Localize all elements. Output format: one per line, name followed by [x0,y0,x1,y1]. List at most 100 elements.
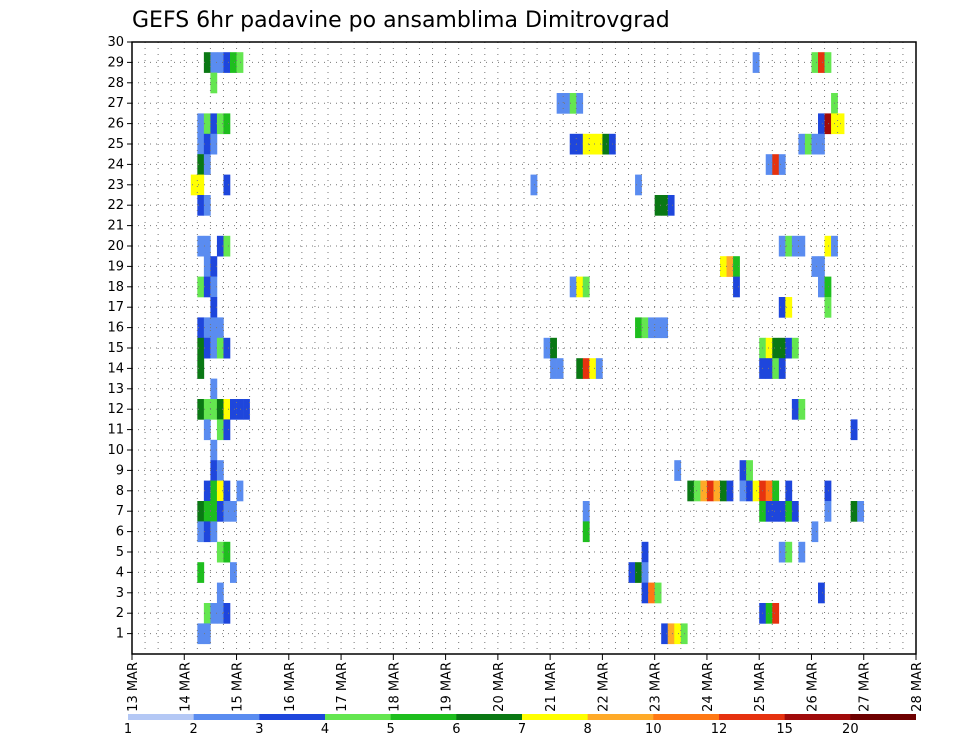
y-tick-label: 27 [107,96,124,111]
heatmap-cell [230,562,237,583]
y-tick-label: 3 [116,586,124,601]
heatmap-cell [216,460,224,481]
y-tick-label: 1 [116,627,124,642]
heatmap-cell [197,154,205,175]
heatmap-cell [223,235,231,257]
heatmap-cell [216,235,224,257]
heatmap-cell [798,133,806,155]
heatmap-cell [778,154,786,175]
heatmap-cell [582,358,590,379]
heatmap-cell [197,562,205,583]
y-tick-label: 6 [116,525,124,540]
heatmap-cell [223,419,231,441]
heatmap-cell [661,623,669,645]
heatmap-cell [203,623,211,645]
heatmap-cell [216,317,224,339]
heatmap-cell [791,399,799,420]
heatmap-cell [236,480,244,502]
heatmap-cell [733,276,740,298]
y-tick-label: 15 [107,341,124,356]
heatmap-cell [210,501,218,522]
heatmap-cell [778,297,786,318]
grid-lines [132,42,916,654]
heatmap-cell [556,358,564,379]
colorbar-label: 20 [842,722,859,737]
y-tick-label: 19 [107,259,124,274]
heatmap-cell [197,358,205,379]
heatmap-cell [772,337,780,359]
heatmap-cell [648,317,655,339]
heatmap-cell [772,603,780,624]
heatmap-cell [582,276,590,298]
heatmap-cell [667,623,675,645]
heatmap-cell [216,603,224,624]
heatmap-cell [778,501,786,522]
heatmap-cell [197,195,205,216]
heatmap-cell [236,399,244,420]
heatmap-cell [589,133,597,155]
heatmap-cell [818,133,825,155]
colorbar: 1 2 3 4 5 6 7 8 10 12 15 20 [124,714,916,737]
heatmap-cell [203,52,211,73]
y-axis: 1234567891011121314151617181920212223242… [107,35,132,642]
heatmap-cell [661,317,669,339]
heatmap-cell [210,399,218,420]
heatmap-cell [197,174,205,196]
heatmap-cell [857,501,865,522]
heatmap-cell [824,235,832,257]
heatmap-cell [824,297,832,318]
x-tick-label: 15 MAR [231,662,246,712]
heatmap-cell [772,358,780,379]
heatmap-cell [223,113,231,135]
heatmap-cell [210,378,218,400]
colorbar-label: 12 [711,722,728,737]
y-tick-label: 25 [107,137,124,152]
heatmap-cell [203,317,211,339]
heatmap-cell [230,52,237,73]
heatmap-cell [203,501,211,522]
heatmap-cell [197,113,205,135]
y-tick-label: 29 [107,55,124,70]
heatmap-cell [739,480,747,502]
heatmap-cell [563,93,571,114]
heatmap-cell [190,174,198,196]
heatmap-cell [223,337,231,359]
heatmap-cell [582,133,590,155]
heatmap-cell [223,174,231,196]
heatmap-cell [811,133,819,155]
heatmap-cell [765,603,773,624]
heatmap-cell [216,480,224,502]
heatmap-cell [230,399,237,420]
y-tick-label: 8 [116,484,124,499]
colorbar-label: 10 [645,722,662,737]
heatmap-cell [216,399,224,420]
heatmap-cell [223,501,231,522]
colorbar-label: 4 [321,722,329,737]
heatmap-cell [674,460,682,481]
heatmap-cell [641,582,649,604]
heatmap-cell [197,623,205,645]
colorbar-swatch [390,714,457,720]
heatmap-cell [798,399,806,420]
heatmap-cell [791,501,799,522]
heatmap-cell [765,358,773,379]
heatmap-cell [733,256,740,277]
heatmap-cell [569,133,577,155]
x-tick-label: 27 MAR [858,662,873,712]
colorbar-swatch [193,714,260,720]
heatmap-cell [576,358,584,379]
heatmap-cell [720,256,727,277]
heatmap-cell [654,317,662,339]
heatmap-cell [850,419,858,441]
heatmap-cell [203,480,211,502]
heatmap-cell [569,276,577,298]
heatmap-cell [726,256,734,277]
heatmap-cell [746,480,753,502]
x-tick-label: 24 MAR [701,662,716,712]
heatmap-cell [216,419,224,441]
heatmap-cell [746,460,753,481]
y-tick-label: 5 [116,545,124,560]
heatmap-cell [641,562,649,583]
heatmap-cell [818,256,825,277]
heatmap-cell [772,501,780,522]
